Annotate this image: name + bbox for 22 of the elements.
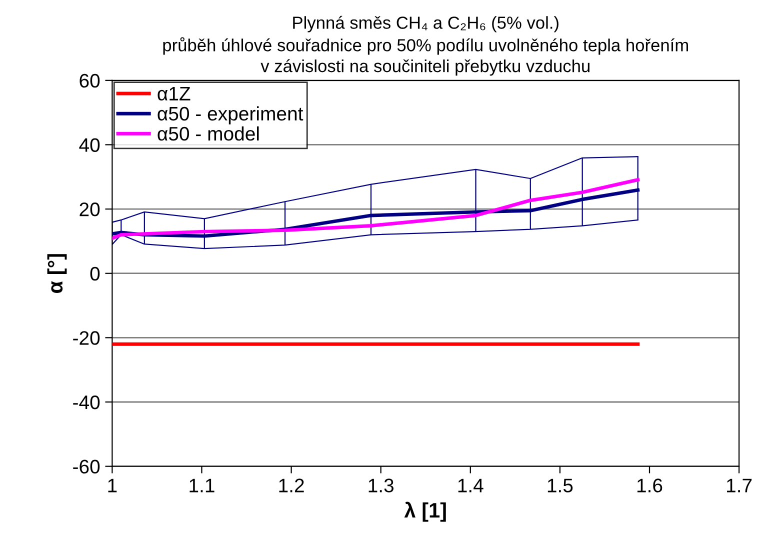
x-tick-label: 1.4 [458, 478, 484, 492]
legend-label: α50 - model [158, 126, 259, 141]
y-tick-label: 40 [79, 138, 100, 152]
x-tick-label: 1.2 [279, 478, 304, 492]
chart-title: Plynná směs CH₄ a C₂H₆ (5% vol.) průběh úhlové souřadnice pro 50% podílu uvolněného tepla hořením v závislosti na součiniteli přebytku vzduchu [163, 16, 688, 76]
y-tick-label: 0 [90, 266, 100, 281]
legend-label: α50 - experiment [158, 106, 304, 124]
x-tick-label: 1.6 [637, 478, 662, 492]
x-tick-label: 1.3 [368, 478, 394, 492]
x-tick-label: 1.7 [727, 478, 752, 492]
line-series [112, 178, 640, 240]
x-tick-label: 1.5 [548, 478, 573, 492]
legend-label: α1Z [158, 86, 190, 101]
x-tick-label: 1 [108, 478, 117, 492]
y-tick-label: 60 [80, 74, 100, 88]
y-tick-label: 20 [80, 202, 100, 216]
y-tick-label: -60 [73, 460, 100, 474]
y-tick-label: -20 [73, 331, 100, 345]
y-tick-label: -40 [73, 395, 100, 410]
x-axis-title: λ [1] [404, 502, 446, 522]
x-tick-label: 1.1 [190, 478, 214, 492]
y-axis-title: α [°] [47, 254, 67, 293]
